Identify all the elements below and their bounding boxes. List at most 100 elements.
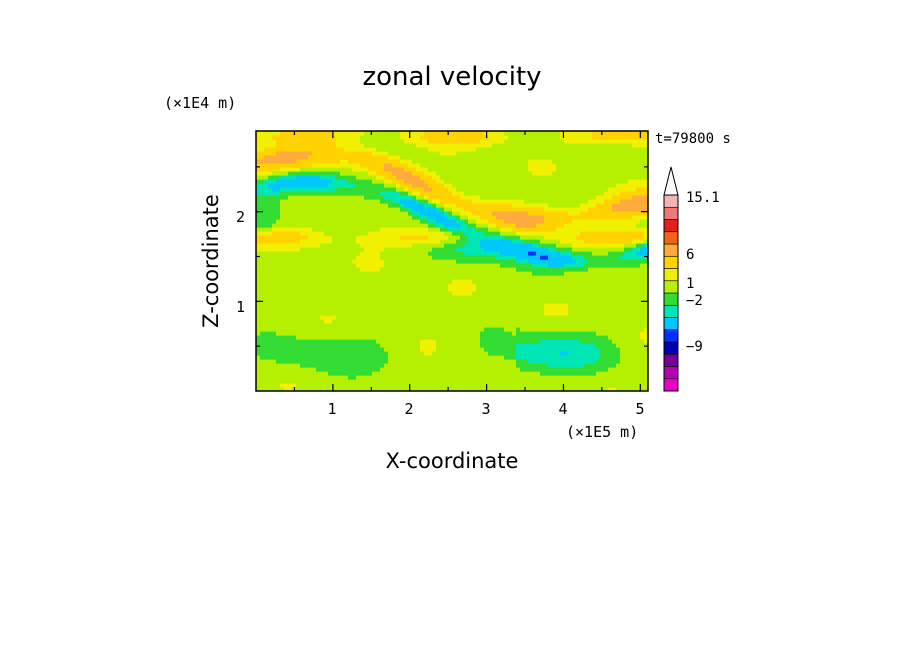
velocity-cell [564, 207, 569, 212]
velocity-cell [508, 371, 513, 376]
velocity-cell [348, 199, 353, 204]
velocity-cell [440, 291, 445, 296]
velocity-cell [528, 387, 533, 391]
velocity-cell [644, 223, 648, 228]
velocity-cell [564, 227, 569, 232]
velocity-cell [580, 283, 585, 288]
velocity-cell [408, 207, 413, 212]
velocity-cell [508, 303, 513, 308]
velocity-cell [292, 187, 297, 192]
velocity-cell [420, 207, 425, 212]
velocity-cell [384, 199, 389, 204]
velocity-cell [260, 195, 265, 200]
velocity-cell [416, 199, 421, 204]
velocity-cell [428, 251, 433, 256]
velocity-cell [496, 311, 501, 316]
velocity-cell [464, 231, 469, 236]
velocity-cell [464, 299, 469, 304]
velocity-cell [584, 335, 589, 340]
velocity-cell [448, 311, 453, 316]
velocity-cell [528, 283, 533, 288]
velocity-cell [592, 331, 597, 336]
velocity-cell [520, 199, 525, 204]
velocity-cell [548, 239, 553, 244]
velocity-cell [376, 243, 381, 248]
velocity-cell [404, 251, 409, 256]
velocity-cell [480, 283, 485, 288]
velocity-cell [408, 215, 413, 220]
velocity-cell [576, 235, 581, 240]
velocity-cell [532, 215, 537, 220]
velocity-cell [388, 247, 393, 252]
velocity-cell [432, 339, 437, 344]
velocity-cell [400, 235, 405, 240]
velocity-cell [632, 331, 637, 336]
velocity-cell [500, 259, 505, 264]
velocity-cell [340, 207, 345, 212]
velocity-cell [324, 191, 329, 196]
velocity-cell [356, 215, 361, 220]
velocity-cell [296, 307, 301, 312]
velocity-cell [428, 375, 433, 380]
velocity-cell [444, 275, 449, 280]
velocity-cell [560, 299, 565, 304]
velocity-cell [488, 223, 493, 228]
velocity-cell [436, 303, 441, 308]
velocity-cell [620, 351, 625, 356]
velocity-cell [532, 299, 537, 304]
velocity-cell [400, 383, 405, 388]
velocity-cell [484, 307, 489, 312]
velocity-cell [484, 331, 489, 336]
velocity-cell [536, 359, 541, 364]
velocity-cell [476, 295, 481, 300]
velocity-cell [292, 295, 297, 300]
velocity-cell [456, 267, 461, 272]
velocity-cell [496, 327, 501, 332]
time-label: t=79800 s [655, 131, 731, 147]
velocity-cell [264, 271, 269, 276]
velocity-cell [320, 271, 325, 276]
velocity-cell [548, 291, 553, 296]
velocity-cell [380, 279, 385, 284]
velocity-cell [484, 203, 489, 208]
velocity-cell [444, 287, 449, 292]
velocity-cell [388, 219, 393, 224]
velocity-cell [336, 271, 341, 276]
velocity-cell [468, 303, 473, 308]
velocity-cell [448, 215, 453, 220]
velocity-cell [632, 363, 637, 368]
velocity-cell [520, 291, 525, 296]
velocity-cell [628, 343, 633, 348]
velocity-cell [644, 215, 648, 220]
velocity-cell [336, 187, 341, 192]
velocity-cell [336, 371, 341, 376]
velocity-cell [264, 311, 269, 316]
velocity-cell [476, 387, 481, 391]
velocity-cell [320, 379, 325, 384]
velocity-cell [408, 199, 413, 204]
velocity-cell [504, 355, 509, 360]
velocity-cell [464, 311, 469, 316]
velocity-cell [300, 303, 305, 308]
velocity-cell [424, 375, 429, 380]
velocity-cell [588, 343, 593, 348]
velocity-cell [388, 275, 393, 280]
velocity-cell [540, 387, 545, 391]
velocity-cell [416, 223, 421, 228]
velocity-cell [616, 199, 621, 204]
velocity-cell [396, 379, 401, 384]
velocity-cell [316, 279, 321, 284]
velocity-cell [644, 247, 648, 252]
velocity-cell [452, 279, 457, 284]
velocity-cell [276, 343, 281, 348]
velocity-cell [608, 271, 613, 276]
velocity-cell [400, 387, 405, 391]
velocity-cell [576, 351, 581, 356]
velocity-cell [316, 243, 321, 248]
velocity-cell [444, 223, 449, 228]
velocity-cell [448, 283, 453, 288]
velocity-cell [332, 295, 337, 300]
velocity-cell [568, 327, 573, 332]
velocity-cell [284, 195, 289, 200]
velocity-cell [296, 323, 301, 328]
